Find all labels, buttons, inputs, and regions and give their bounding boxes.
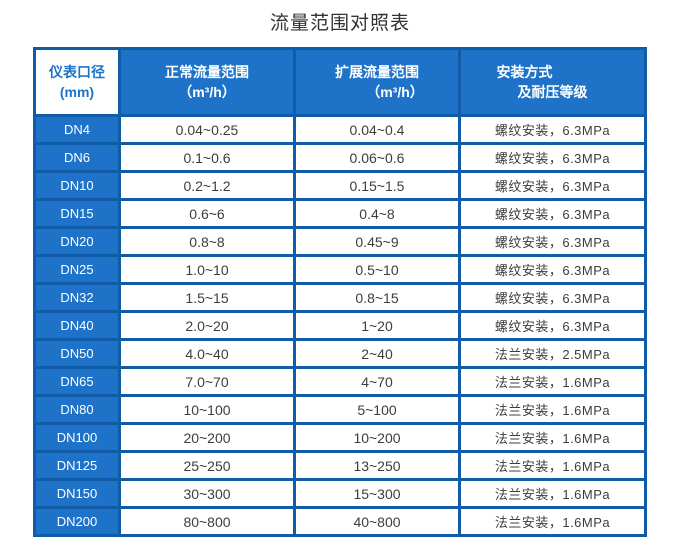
header-install-pressure: 安装方式 及耐压等级 [461,50,644,114]
page-title: 流量范围对照表 [269,13,410,34]
header-extended-flow-range-line1: 扩展流量范围 [335,64,419,80]
row-dn-label: DN80 [36,397,118,422]
row-normal-range: 1.5~15 [121,285,293,310]
row-install: 法兰安装，1.6MPa [461,425,644,450]
row-dn-label: DN10 [36,173,118,198]
header-normal-flow-range-line2: （m³/h） [178,84,236,100]
row-install: 螺纹安装，6.3MPa [461,201,644,226]
row-extended-range: 10~200 [296,425,458,450]
row-dn-label: DN15 [36,201,118,226]
row-extended-range: 0.04~0.4 [296,117,458,142]
row-normal-range: 30~300 [121,481,293,506]
row-dn-label: DN100 [36,425,118,450]
row-normal-range: 25~250 [121,453,293,478]
row-dn-label: DN4 [36,117,118,142]
row-dn-label: DN20 [36,229,118,254]
row-dn-label: DN40 [36,313,118,338]
row-normal-range: 4.0~40 [121,341,293,366]
row-dn-label: DN150 [36,481,118,506]
header-extended-flow-range-line2: （m³/h） [366,84,424,100]
header-install-pressure-line2: 及耐压等级 [517,84,588,100]
row-normal-range: 80~800 [121,509,293,534]
header-meter-diameter-line2: (mm) [59,84,95,100]
header-meter-diameter-line1: 仪表口径 [49,64,105,80]
row-normal-range: 20~200 [121,425,293,450]
row-normal-range: 0.04~0.25 [121,117,293,142]
row-dn-label: DN50 [36,341,118,366]
row-install: 螺纹安装，6.3MPa [461,313,644,338]
row-dn-label: DN25 [36,257,118,282]
row-install: 螺纹安装，6.3MPa [461,229,644,254]
row-normal-range: 2.0~20 [121,313,293,338]
row-extended-range: 13~250 [296,453,458,478]
row-install: 螺纹安装，6.3MPa [461,285,644,310]
row-extended-range: 2~40 [296,341,458,366]
row-extended-range: 15~300 [296,481,458,506]
row-install: 螺纹安装，6.3MPa [461,173,644,198]
header-normal-flow-range-line1: 正常流量范围 [165,64,249,80]
row-normal-range: 0.1~0.6 [121,145,293,170]
row-dn-label: DN65 [36,369,118,394]
row-extended-range: 40~800 [296,509,458,534]
row-install: 法兰安装，1.6MPa [461,397,644,422]
row-extended-range: 5~100 [296,397,458,422]
row-dn-label: DN125 [36,453,118,478]
header-install-pressure-line1: 安装方式 [496,64,553,80]
row-install: 法兰安装，2.5MPa [461,341,644,366]
header-meter-diameter: 仪表口径 (mm) [36,50,118,114]
header-normal-flow-range: 正常流量范围 （m³/h） [121,50,293,114]
row-normal-range: 10~100 [121,397,293,422]
row-install: 法兰安装，1.6MPa [461,453,644,478]
row-install: 螺纹安装，6.3MPa [461,145,644,170]
row-extended-range: 4~70 [296,369,458,394]
flow-range-table: 仪表口径 (mm) 正常流量范围 （m³/h） 扩展流量范围 （m³/h） 安装… [33,47,647,537]
row-extended-range: 0.5~10 [296,257,458,282]
row-normal-range: 0.8~8 [121,229,293,254]
row-extended-range: 0.06~0.6 [296,145,458,170]
row-normal-range: 0.6~6 [121,201,293,226]
row-extended-range: 0.15~1.5 [296,173,458,198]
row-dn-label: DN32 [36,285,118,310]
row-install: 螺纹安装，6.3MPa [461,117,644,142]
row-extended-range: 0.8~15 [296,285,458,310]
row-normal-range: 7.0~70 [121,369,293,394]
row-normal-range: 0.2~1.2 [121,173,293,198]
row-extended-range: 1~20 [296,313,458,338]
row-install: 螺纹安装，6.3MPa [461,257,644,282]
row-install: 法兰安装，1.6MPa [461,369,644,394]
row-extended-range: 0.45~9 [296,229,458,254]
row-dn-label: DN200 [36,509,118,534]
row-install: 法兰安装，1.6MPa [461,509,644,534]
header-extended-flow-range: 扩展流量范围 （m³/h） [296,50,458,114]
row-normal-range: 1.0~10 [121,257,293,282]
row-dn-label: DN6 [36,145,118,170]
row-extended-range: 0.4~8 [296,201,458,226]
row-install: 法兰安装，1.6MPa [461,481,644,506]
